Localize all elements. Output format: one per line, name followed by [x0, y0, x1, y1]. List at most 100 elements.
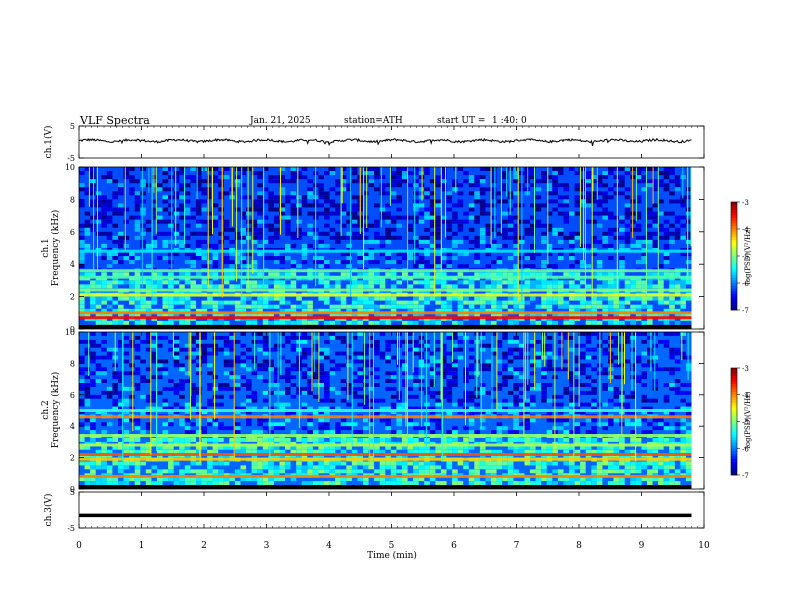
spectrogram-cell	[257, 207, 263, 212]
colorbar-cell	[731, 392, 737, 396]
spectrogram-cell	[84, 231, 91, 236]
spectrogram-cell	[608, 296, 614, 301]
spectrogram-cell	[608, 171, 614, 176]
colorbar-cell	[731, 261, 737, 265]
spectrogram-cell	[429, 469, 436, 474]
spectrogram-cell	[374, 175, 380, 180]
spectrogram-cell	[435, 235, 441, 240]
spectrogram-cell	[363, 284, 369, 289]
spectrogram-cell	[134, 449, 141, 454]
spectrogram-cell	[190, 449, 196, 454]
spectrogram-cell	[402, 481, 408, 485]
spectrogram-cell	[602, 347, 608, 352]
spectrogram-cell	[374, 235, 380, 240]
spectrogram-cell	[513, 320, 519, 325]
spectrogram-cell	[106, 477, 113, 482]
spectrogram-cell	[168, 252, 174, 257]
spectrogram-cell	[418, 280, 425, 285]
spectrogram-cell	[201, 280, 208, 285]
spectrogram-cell	[240, 260, 247, 265]
spectrogram-cell	[502, 211, 508, 216]
spectrogram-cell	[652, 477, 659, 482]
spectrogram-cell	[285, 320, 291, 325]
spectrogram-cell	[262, 343, 269, 348]
spectrogram-cell	[602, 383, 608, 387]
spectrogram-cell	[446, 390, 453, 395]
colorbar-cell	[731, 301, 737, 305]
spectrogram-cell	[491, 347, 497, 352]
spectrogram-cell	[502, 280, 508, 285]
spectrogram-cell	[340, 426, 347, 431]
spectrogram-cell	[179, 469, 185, 474]
spectrogram-cell	[563, 211, 569, 216]
spectrogram-cell	[596, 179, 603, 184]
spectrogram-cell	[552, 481, 558, 485]
spectrogram-cell	[680, 355, 686, 360]
spectrogram-cell	[574, 477, 581, 482]
spectrogram-cell	[324, 296, 330, 301]
spectrogram-cell	[168, 296, 174, 301]
spectrogram-cell	[151, 308, 157, 313]
spectrogram-cell	[368, 179, 375, 184]
colorbar-cell	[731, 215, 737, 219]
spectrogram-cell	[173, 175, 180, 180]
spectrogram-cell	[546, 300, 553, 305]
spectrogram-cell	[635, 438, 642, 442]
spectrogram-cell	[524, 445, 531, 450]
spectrogram-cell	[641, 398, 647, 403]
spectrogram-cell	[201, 304, 208, 309]
spectrogram-cell	[190, 461, 196, 466]
spectrogram-cell	[669, 445, 675, 450]
spectrogram-cell	[212, 179, 219, 184]
colorbar-cell	[731, 202, 737, 205]
spectrogram-cell	[663, 211, 670, 216]
spectrogram-cell	[207, 179, 213, 184]
spectrogram-cell	[368, 308, 375, 313]
spectrogram-cell	[413, 383, 419, 387]
spectrogram-cell	[324, 243, 330, 248]
spectrogram-cell	[435, 256, 441, 261]
spectrogram-cell	[658, 199, 664, 204]
spectrogram-cell	[574, 343, 581, 348]
spectrogram-cell	[602, 215, 608, 220]
spectrogram-cell	[329, 430, 336, 434]
spectrogram-cell	[307, 195, 313, 200]
spectrogram-cell	[680, 418, 686, 423]
spectrogram-cell	[485, 367, 492, 372]
spectrogram-cell	[184, 406, 191, 411]
spectrogram-cell	[106, 469, 113, 474]
spectrogram-cell	[118, 379, 124, 383]
spectrogram-cell	[463, 300, 469, 305]
spectrogram-cell	[134, 320, 141, 325]
spectrogram-cell	[351, 430, 358, 434]
spectrogram-cell	[619, 256, 625, 261]
spectrogram-cell	[157, 438, 163, 442]
spectrogram-cell	[390, 339, 397, 344]
spectrogram-cell	[474, 183, 480, 188]
spectrogram-cell	[262, 398, 269, 403]
spectrogram-cell	[385, 339, 391, 344]
spectrogram-cell	[324, 371, 330, 376]
spectrogram-cell	[440, 272, 447, 277]
colorbar-cell	[731, 373, 737, 377]
spectrogram-cell	[485, 438, 492, 442]
spectrogram-cell	[234, 438, 241, 442]
spectrogram-cell	[246, 477, 252, 482]
spectrogram-cell	[324, 171, 330, 176]
spectrogram-cell	[106, 203, 113, 208]
spectrogram-cell	[530, 215, 536, 220]
spectrogram-cell	[585, 191, 592, 196]
spectrogram-cell	[90, 223, 96, 228]
spectrogram-cell	[129, 191, 135, 196]
spectrogram-cell	[240, 235, 247, 240]
spectrogram-cell	[307, 179, 313, 184]
spectrogram-cell	[463, 235, 469, 240]
spectrogram-cell	[346, 426, 352, 431]
spectrogram-cell	[407, 461, 414, 466]
spectrogram-cell	[446, 284, 453, 289]
spectrogram-cell	[585, 347, 592, 352]
spectrogram-cell	[140, 445, 146, 450]
spectrogram-cell	[251, 477, 258, 482]
spectrogram-cell	[418, 235, 425, 240]
spectrogram-cell	[608, 195, 614, 200]
